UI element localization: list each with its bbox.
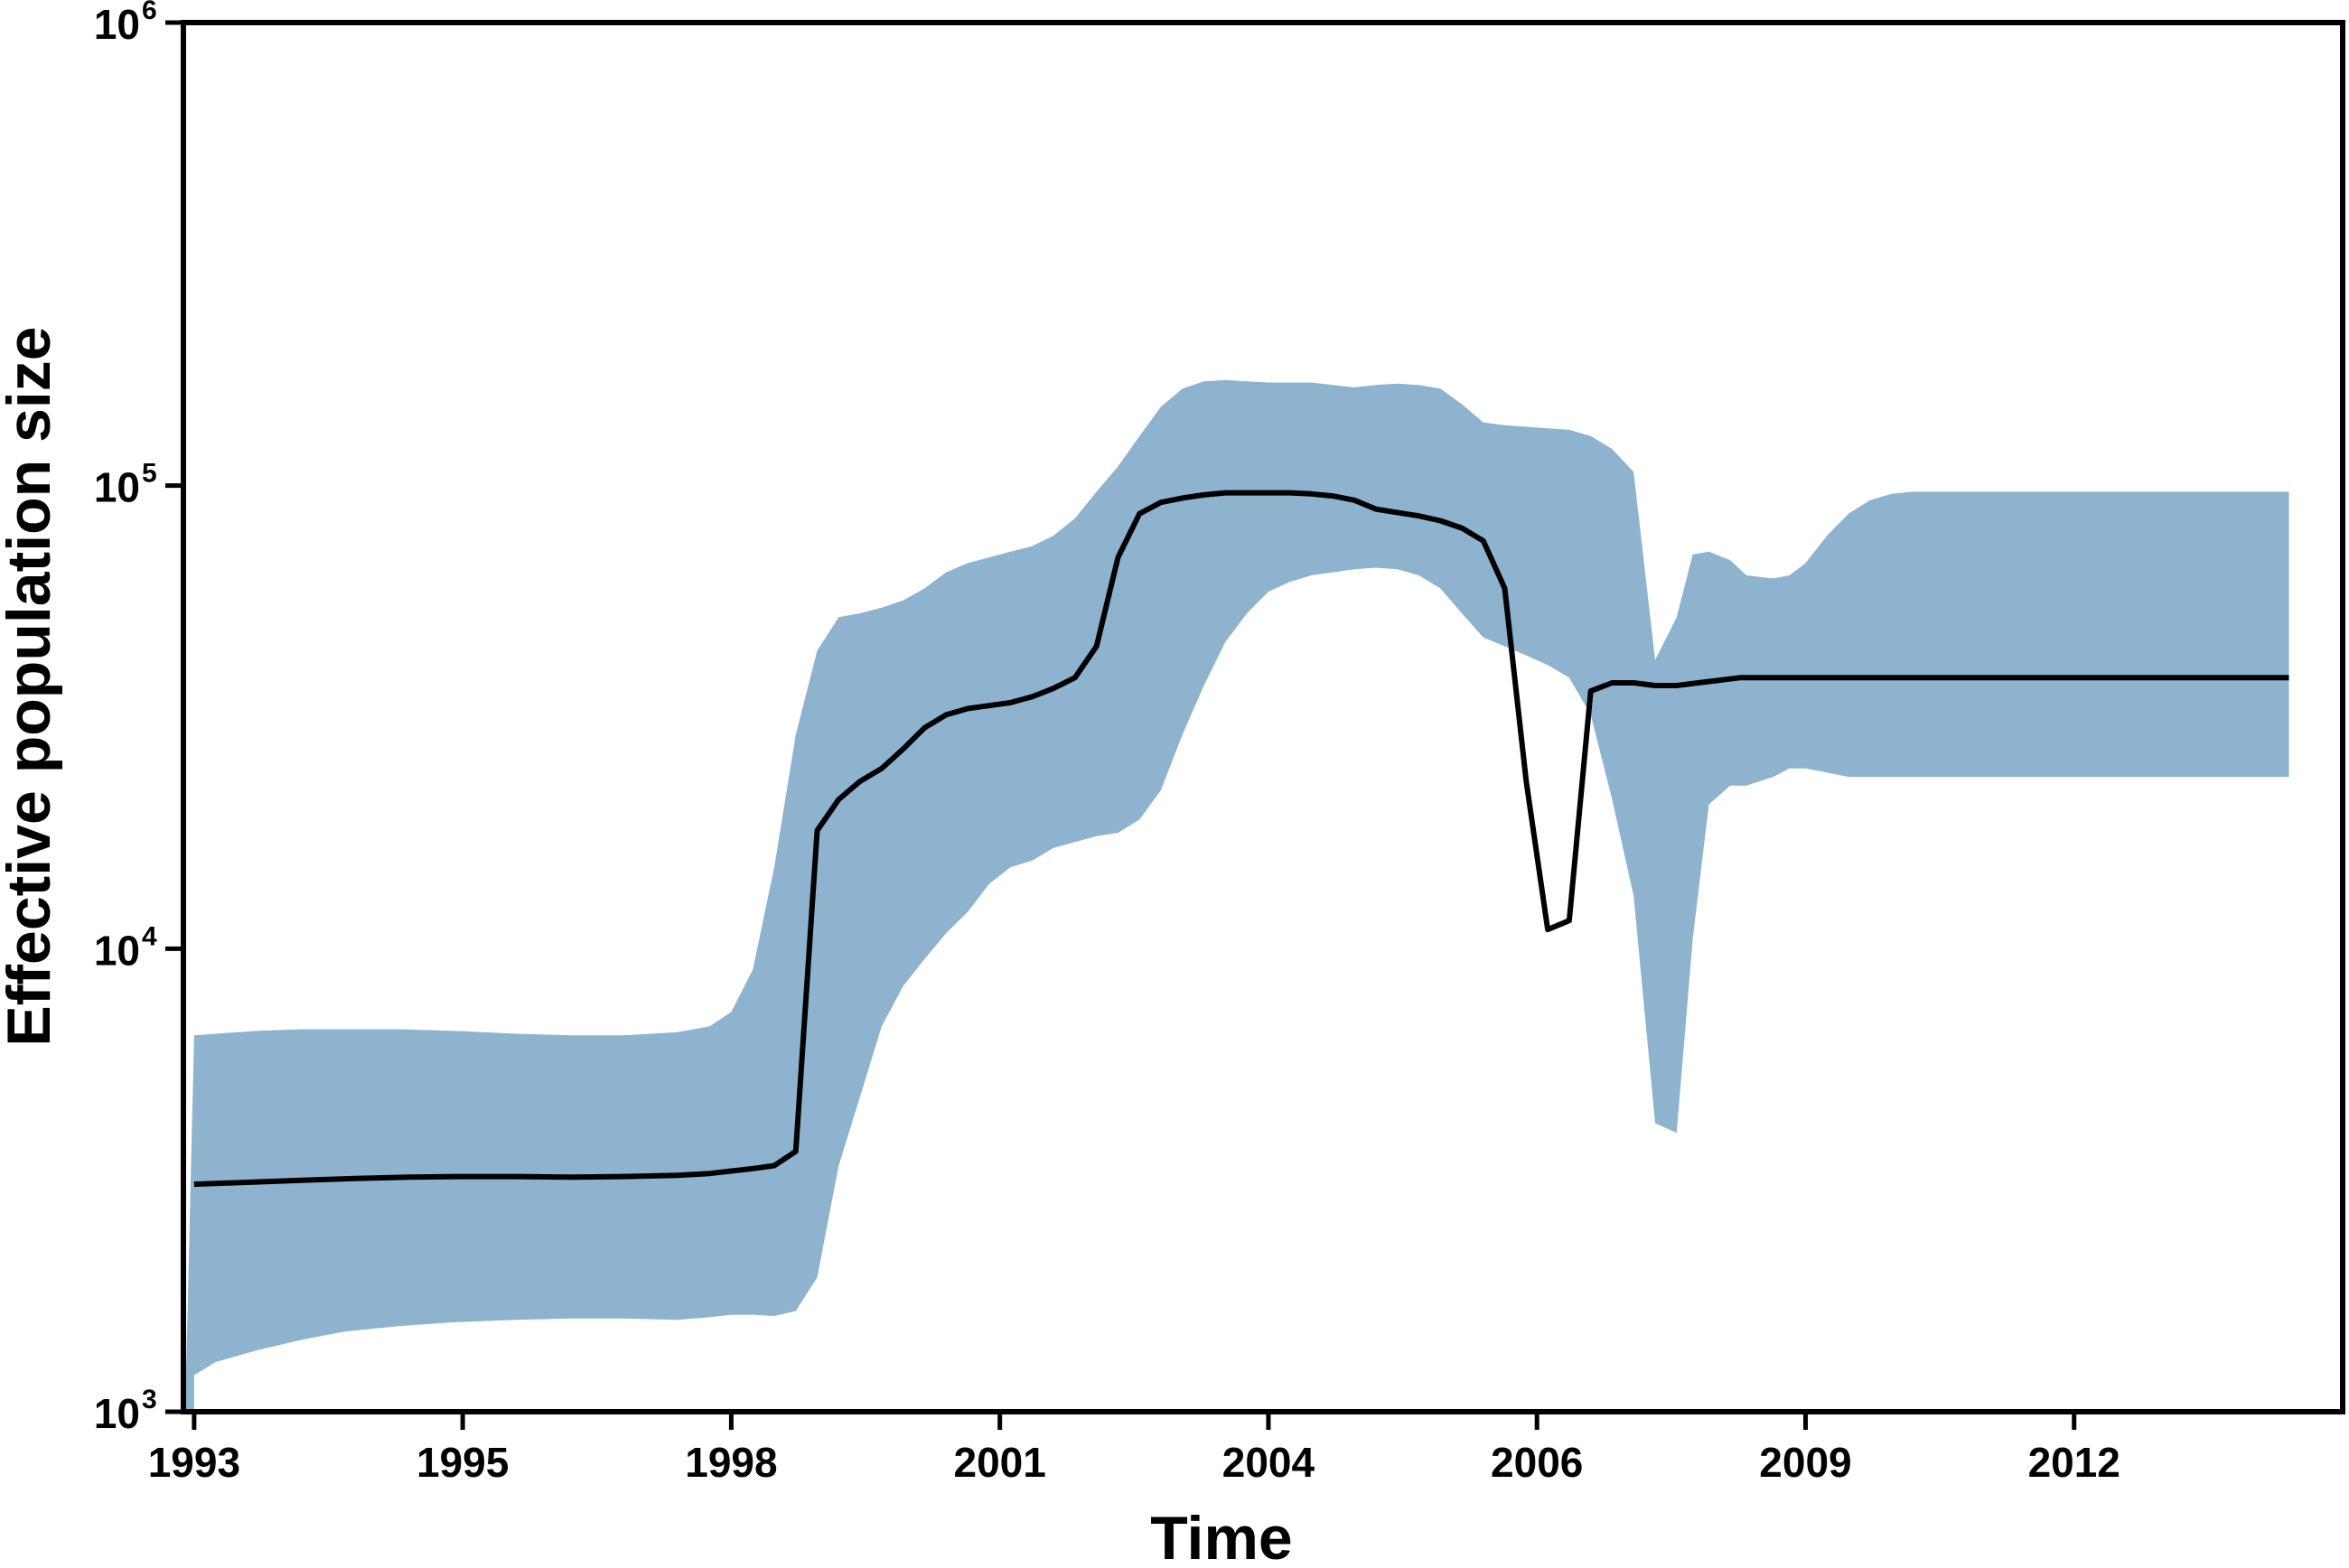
y-tick-label-3: 10 (94, 1, 140, 48)
y-tick-exponent-1: 4 (142, 921, 157, 951)
x-tick-label-5: 2006 (1491, 1439, 1583, 1486)
y-tick-exponent-0: 3 (142, 1385, 157, 1414)
confidence-band-0 (185, 379, 2289, 1412)
y-tick-label-0: 10 (94, 1390, 140, 1437)
plot-data (185, 379, 2289, 1412)
y-tick-label-1: 10 (94, 927, 140, 974)
x-tick-label-0: 1993 (148, 1439, 240, 1486)
y-tick-exponent-3: 6 (142, 0, 157, 25)
y-tick-exponent-2: 5 (142, 459, 157, 489)
y-axis-title: Effective population size (0, 326, 63, 1046)
plot-frame (181, 20, 2345, 1414)
x-tick-label-2: 1998 (685, 1439, 777, 1486)
axes (165, 20, 2345, 1430)
y-tick-label-2: 10 (94, 464, 140, 511)
x-tick-label-1: 1995 (416, 1439, 509, 1486)
x-tick-label-7: 2012 (2028, 1439, 2120, 1486)
median-line-1 (193, 490, 2289, 1188)
x-tick-label-3: 2001 (954, 1439, 1046, 1486)
x-axis-title: Time (1150, 1504, 1292, 1563)
x-tick-label-6: 2009 (1759, 1439, 1851, 1486)
x-tick-label-4: 2004 (1222, 1439, 1315, 1486)
